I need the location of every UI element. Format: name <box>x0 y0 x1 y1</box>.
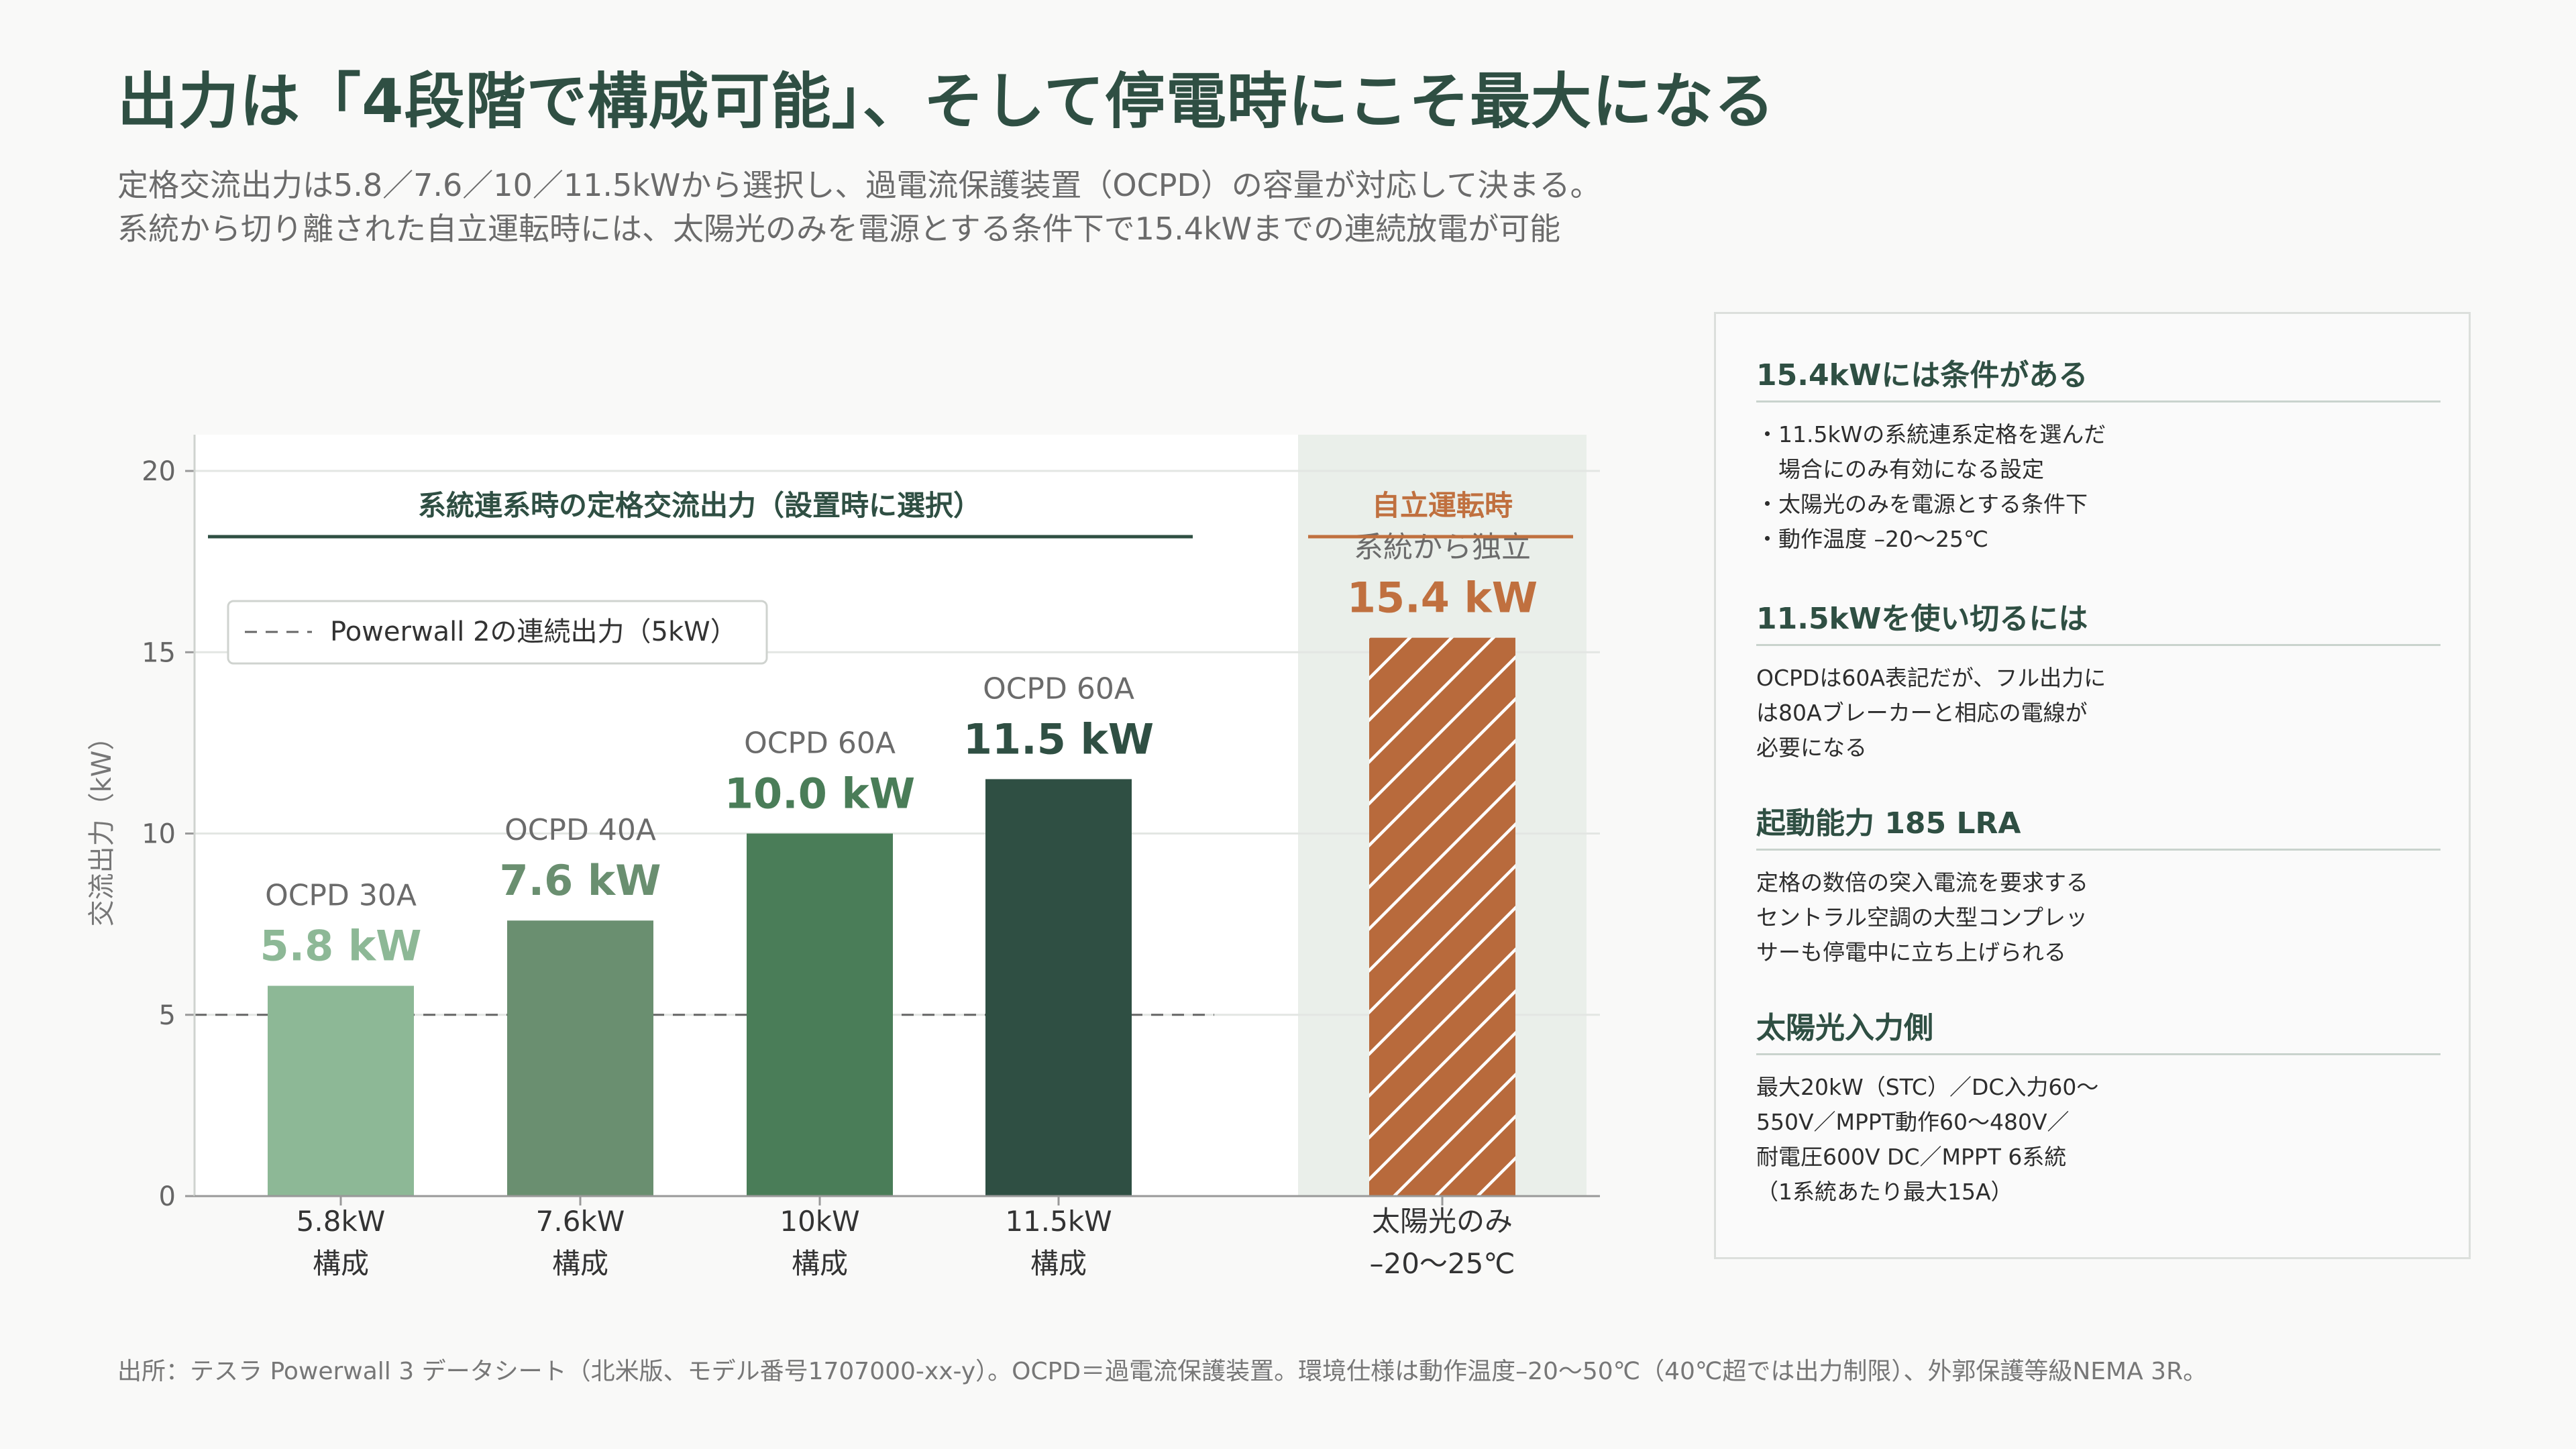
group-label-grid-tied: 系統連系時の定格交流出力（設置時に選択） <box>418 489 981 522</box>
note-lra-title: 起動能力 185 LRA <box>1756 799 2440 851</box>
note-full-output: 11.5kWを使い切るには OCPDは60A表記だが、フル出力に は80Aブレー… <box>1756 594 2440 765</box>
note-line: ・動作温度 –20〜25℃ <box>1756 526 1989 552</box>
legend-label: Powerwall 2の連続出力（5kW） <box>330 616 737 647</box>
bar <box>1369 637 1515 1196</box>
y-tick-label: 15 <box>142 637 176 668</box>
x-tick-label: 11.5kW <box>1005 1205 1112 1238</box>
note-line: ・11.5kWの系統連系定格を選んだ <box>1756 421 2106 447</box>
x-tick-label: 構成 <box>1030 1247 1087 1280</box>
legend-box <box>227 600 768 665</box>
output-bar-chart: 5.8 kW OCPD 30A 7.6 kW OCPD 40A 10.0 kW OCPD … <box>87 435 1600 1280</box>
x-tick-label: 7.6kW <box>536 1205 625 1238</box>
note-line: 必要になる <box>1756 735 1867 761</box>
bar-value-label: 15.4 kW <box>1347 574 1538 623</box>
note-line: 耐電圧600V DC／MPPT 6系統 <box>1756 1144 2067 1170</box>
bar-value-label: 10.0 kW <box>724 769 915 818</box>
y-tick-label: 0 <box>159 1181 176 1212</box>
x-tick-label: 5.8kW <box>297 1205 386 1238</box>
x-tick-label: 構成 <box>792 1247 848 1280</box>
notes-panel: 15.4kWには条件がある ・11.5kWの系統連系定格を選んだ 場合にのみ有効… <box>1714 312 2471 1259</box>
note-line: 定格の数倍の突入電流を要求する <box>1756 869 2088 896</box>
x-tick-label: –20〜25℃ <box>1369 1247 1515 1280</box>
y-axis-label: 交流出力（kW） <box>87 724 117 927</box>
y-tick-label: 5 <box>159 1000 176 1031</box>
bar-ocpd-label: OCPD 60A <box>744 727 896 761</box>
note-line: セントラル空調の大型コンプレッ <box>1756 904 2088 930</box>
note-line: 場合にのみ有効になる設定 <box>1756 456 2044 482</box>
bar-value-label: 11.5 kW <box>963 714 1154 763</box>
note-full-output-title: 11.5kWを使い切るには <box>1756 594 2440 646</box>
bar-ocpd-label: OCPD 60A <box>983 672 1134 706</box>
note-line: OCPDは60A表記だが、フル出力に <box>1756 665 2106 691</box>
x-tick-label: 10kW <box>780 1205 859 1238</box>
note-solar-input-title: 太陽光入力側 <box>1756 1004 2440 1055</box>
bar-value-label: 7.6 kW <box>499 856 661 905</box>
subtitle-line-2: 系統から切り離された自立運転時には、太陽光のみを電源とする条件下で15.4kWま… <box>117 211 1561 247</box>
bar <box>268 985 414 1196</box>
x-tick-label: 構成 <box>552 1247 608 1280</box>
note-conditions-title: 15.4kWには条件がある <box>1756 351 2440 402</box>
note-line: 最大20kW（STC）／DC入力60〜 <box>1756 1074 2099 1100</box>
source-footnote: 出所：テスラ Powerwall 3 データシート（北米版、モデル番号17070… <box>117 1358 2208 1385</box>
x-tick-label: 構成 <box>313 1247 369 1280</box>
note-line: ・太陽光のみを電源とする条件下 <box>1756 491 2088 517</box>
note-conditions: 15.4kWには条件がある ・11.5kWの系統連系定格を選んだ 場合にのみ有効… <box>1756 351 2440 557</box>
group-label-islanded: 自立運転時 <box>1372 489 1513 522</box>
page-title: 出力は「4段階で構成可能」、そして停電時にこそ最大になる <box>117 66 1776 137</box>
y-tick-label: 10 <box>142 819 176 850</box>
bar-ocpd-label: OCPD 30A <box>265 879 417 913</box>
bar-ocpd-label: OCPD 40A <box>504 813 656 847</box>
bar-value-label: 5.8 kW <box>260 922 421 971</box>
bar <box>507 920 653 1196</box>
note-solar-input: 太陽光入力側 最大20kW（STC）／DC入力60〜 550V／MPPT動作60… <box>1756 1004 2440 1210</box>
note-line: は80Aブレーカーと相応の電線が <box>1756 700 2088 726</box>
note-line: サーも停電中に立ち上げられる <box>1756 939 2066 965</box>
x-tick-label: 太陽光のみ <box>1372 1205 1513 1238</box>
subtitle-line-1: 定格交流出力は5.8／7.6／10／11.5kWから選択し、過電流保護装置（OC… <box>117 167 1601 203</box>
note-line: 550V／MPPT動作60〜480V／ <box>1756 1109 2070 1135</box>
note-line: （1系統あたり最大15A） <box>1756 1179 2013 1205</box>
y-tick-label: 20 <box>142 456 176 487</box>
bar <box>985 779 1132 1196</box>
bar <box>747 833 893 1196</box>
note-lra: 起動能力 185 LRA 定格の数倍の突入電流を要求する セントラル空調の大型コ… <box>1756 799 2440 970</box>
